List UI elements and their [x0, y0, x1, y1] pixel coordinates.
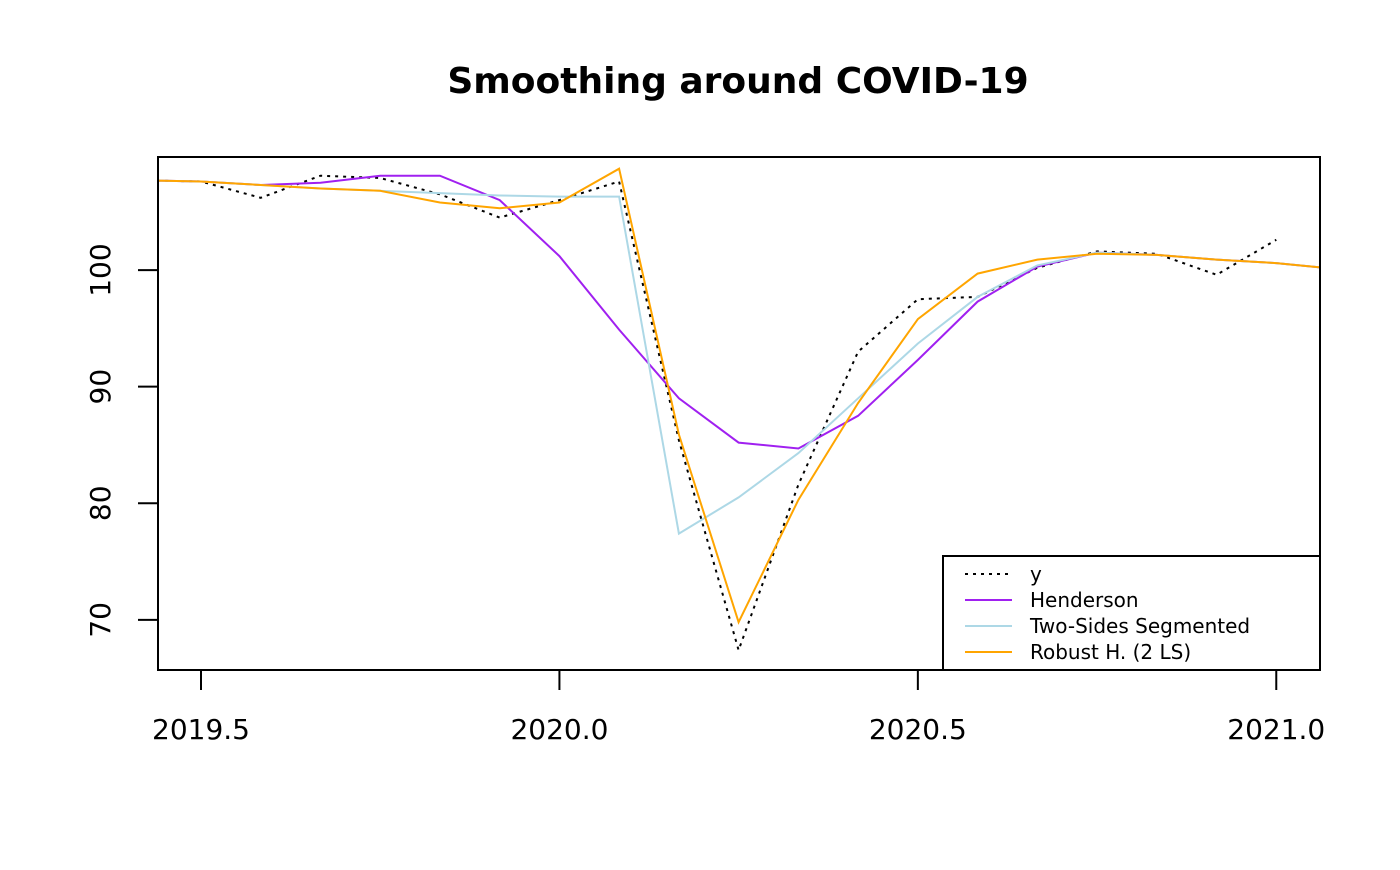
x-tick-label: 2021.0	[1227, 713, 1325, 746]
y-tick-label: 70	[84, 602, 117, 638]
y-axis: 70 80 90 100	[84, 243, 158, 638]
x-tick-label: 2020.0	[510, 713, 608, 746]
legend-label: Henderson	[1030, 588, 1139, 612]
x-tick-label: 2019.5	[152, 713, 250, 746]
series-line-robust-h-2-ls	[158, 167, 1320, 625]
y-tick-label: 80	[84, 485, 117, 521]
series-line-two-sides-segmented	[158, 179, 1320, 536]
legend-label: Two-Sides Segmented	[1029, 614, 1250, 638]
chart-title: Smoothing around COVID-19	[447, 61, 1028, 102]
y-tick-label: 100	[84, 243, 117, 296]
x-tick-label: 2020.5	[869, 713, 967, 746]
legend-label: Robust H. (2 LS)	[1030, 640, 1191, 664]
series-line-henderson	[158, 174, 1320, 450]
y-tick-label: 90	[84, 369, 117, 405]
legend-label: y	[1030, 562, 1042, 586]
x-axis: 2019.5 2020.0 2020.5 2021.0	[152, 669, 1325, 746]
